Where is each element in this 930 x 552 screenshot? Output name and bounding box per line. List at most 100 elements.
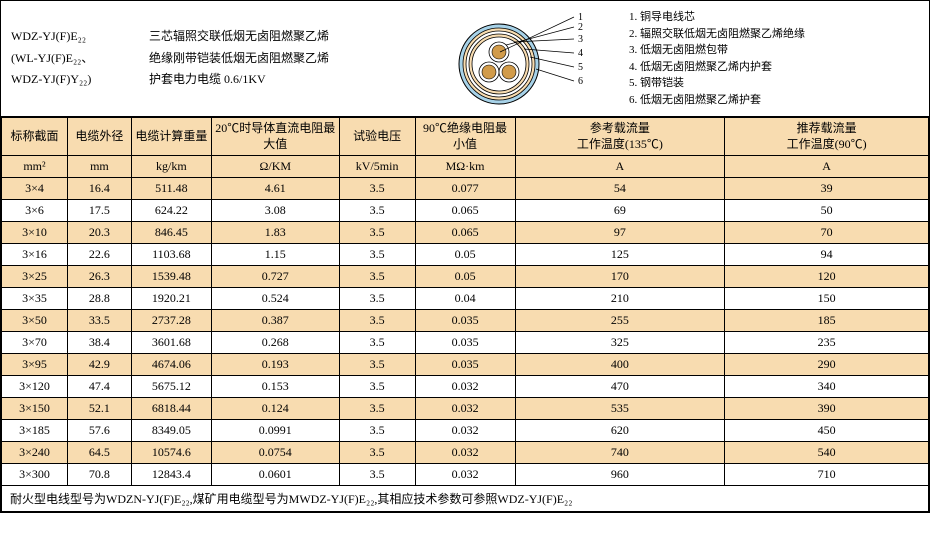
table-cell: 3×16 (2, 244, 68, 266)
table-unit-cell: MΩ·km (415, 156, 515, 178)
table-cell: 125 (515, 244, 725, 266)
table-cell: 960 (515, 464, 725, 486)
table-cell: 0.04 (415, 288, 515, 310)
table-header-cell: 电缆外径 (67, 118, 131, 156)
table-header-cell: 参考载流量 工作温度(135℃) (515, 118, 725, 156)
svg-text:4: 4 (578, 48, 583, 59)
table-cell: 3.5 (339, 244, 415, 266)
legend-item: 4. 低烟无卤阻燃聚乙烯内护套 (629, 59, 919, 76)
table-header-cell: 推荐载流量 工作温度(90℃) (725, 118, 929, 156)
table-cell: 0.032 (415, 376, 515, 398)
table-cell: 325 (515, 332, 725, 354)
table-cell: 3.5 (339, 266, 415, 288)
table-row: 3×24064.510574.60.07543.50.032740540 (2, 442, 929, 464)
table-unit-cell: kg/km (131, 156, 211, 178)
table-cell: 0.124 (211, 398, 339, 420)
table-cell: 39 (725, 178, 929, 200)
table-cell: 400 (515, 354, 725, 376)
table-cell: 0.035 (415, 310, 515, 332)
table-cell: 3×70 (2, 332, 68, 354)
table-row: 3×617.5624.223.083.50.0656950 (2, 200, 929, 222)
table-cell: 6818.44 (131, 398, 211, 420)
legend-item: 2. 辐照交联低烟无卤阻燃聚乙烯绝缘 (629, 26, 919, 43)
legend-item: 3. 低烟无卤阻燃包带 (629, 42, 919, 59)
table-cell: 846.45 (131, 222, 211, 244)
table-cell: 1539.48 (131, 266, 211, 288)
model-codes: WDZ-YJ(F)E₂₂ (WL-YJ(F)E₂₂、 WDZ-YJ(F)Y₂₂) (11, 26, 141, 91)
table-row: 3×2526.31539.480.7273.50.05170120 (2, 266, 929, 288)
table-row: 3×9542.94674.060.1933.50.035400290 (2, 354, 929, 376)
table-cell: 0.0754 (211, 442, 339, 464)
desc-line: 护套电力电缆 0.6/1KV (149, 69, 429, 91)
table-cell: 0.05 (415, 266, 515, 288)
table-cell: 38.4 (67, 332, 131, 354)
table-cell: 3.5 (339, 442, 415, 464)
table-cell: 52.1 (67, 398, 131, 420)
table-cell: 3.08 (211, 200, 339, 222)
header-section: WDZ-YJ(F)E₂₂ (WL-YJ(F)E₂₂、 WDZ-YJ(F)Y₂₂)… (1, 1, 929, 117)
table-cell: 3601.68 (131, 332, 211, 354)
table-row: 3×5033.52737.280.3873.50.035255185 (2, 310, 929, 332)
table-cell: 0.0601 (211, 464, 339, 486)
table-cell: 0.193 (211, 354, 339, 376)
table-cell: 20.3 (67, 222, 131, 244)
table-unit-cell: kV/5min (339, 156, 415, 178)
table-row: 3×1622.61103.681.153.50.0512594 (2, 244, 929, 266)
table-cell: 5675.12 (131, 376, 211, 398)
header-title-block: WDZ-YJ(F)E₂₂ (WL-YJ(F)E₂₂、 WDZ-YJ(F)Y₂₂)… (1, 1, 439, 116)
table-cell: 340 (725, 376, 929, 398)
table-cell: 3×25 (2, 266, 68, 288)
table-cell: 8349.05 (131, 420, 211, 442)
table-row: 3×12047.45675.120.1533.50.032470340 (2, 376, 929, 398)
cable-diagram: 1 2 3 4 5 6 (439, 1, 619, 116)
table-cell: 0.035 (415, 332, 515, 354)
table-cell: 3.5 (339, 200, 415, 222)
table-cell: 94 (725, 244, 929, 266)
table-cell: 290 (725, 354, 929, 376)
table-cell: 47.4 (67, 376, 131, 398)
table-cell: 17.5 (67, 200, 131, 222)
table-cell: 624.22 (131, 200, 211, 222)
table-cell: 185 (725, 310, 929, 332)
table-cell: 3×10 (2, 222, 68, 244)
svg-text:3: 3 (578, 34, 583, 45)
table-unit-row: mm²mmkg/kmΩ/KMkV/5minMΩ·kmAA (2, 156, 929, 178)
table-cell: 0.153 (211, 376, 339, 398)
table-cell: 0.032 (415, 398, 515, 420)
table-cell: 3×4 (2, 178, 68, 200)
svg-text:6: 6 (578, 76, 583, 87)
table-cell: 3×95 (2, 354, 68, 376)
table-cell: 0.032 (415, 464, 515, 486)
table-cell: 1.83 (211, 222, 339, 244)
table-header-cell: 试验电压 (339, 118, 415, 156)
document-frame: WDZ-YJ(F)E₂₂ (WL-YJ(F)E₂₂、 WDZ-YJ(F)Y₂₂)… (0, 0, 930, 513)
table-cell: 0.065 (415, 200, 515, 222)
table-unit-cell: A (725, 156, 929, 178)
table-cell: 150 (725, 288, 929, 310)
table-cell: 0.077 (415, 178, 515, 200)
legend-item: 1. 铜导电线芯 (629, 9, 919, 26)
table-cell: 97 (515, 222, 725, 244)
table-cell: 54 (515, 178, 725, 200)
table-cell: 710 (725, 464, 929, 486)
desc-line: 三芯辐照交联低烟无卤阻燃聚乙烯 (149, 26, 429, 48)
footnote-text: 耐火型电线型号为WDZN-YJ(F)E₂₂,煤矿用电缆型号为MWDZ-YJ(F)… (2, 486, 929, 512)
model-description: 三芯辐照交联低烟无卤阻燃聚乙烯 绝缘刚带铠装低烟无卤阻燃聚乙烯 护套电力电缆 0… (141, 26, 429, 91)
table-cell: 0.05 (415, 244, 515, 266)
table-header-row: 标称截面电缆外径电缆计算重量20℃时导体直流电阻最大值试验电压90℃绝缘电阻最小… (2, 118, 929, 156)
table-cell: 3×120 (2, 376, 68, 398)
table-cell: 0.727 (211, 266, 339, 288)
table-header-cell: 20℃时导体直流电阻最大值 (211, 118, 339, 156)
table-cell: 3×185 (2, 420, 68, 442)
table-cell: 12843.4 (131, 464, 211, 486)
table-cell: 69 (515, 200, 725, 222)
table-cell: 620 (515, 420, 725, 442)
table-cell: 255 (515, 310, 725, 332)
legend-list: 1. 铜导电线芯 2. 辐照交联低烟无卤阻燃聚乙烯绝缘 3. 低烟无卤阻燃包带 … (619, 1, 929, 116)
table-cell: 210 (515, 288, 725, 310)
table-row: 3×18557.68349.050.09913.50.032620450 (2, 420, 929, 442)
table-cell: 4.61 (211, 178, 339, 200)
table-cell: 3.5 (339, 464, 415, 486)
legend-item: 6. 低烟无卤阻燃聚乙烯护套 (629, 92, 919, 109)
table-unit-cell: mm² (2, 156, 68, 178)
